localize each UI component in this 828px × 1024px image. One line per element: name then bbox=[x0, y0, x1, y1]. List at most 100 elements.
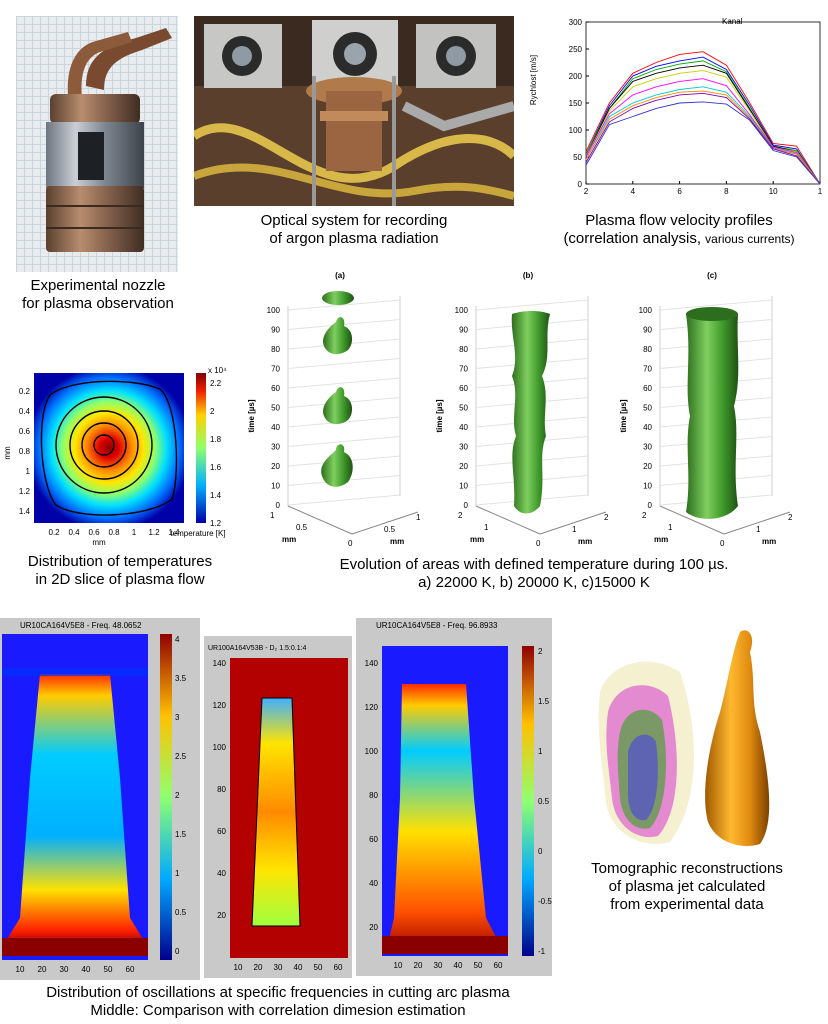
iso-axis-line bbox=[351, 511, 419, 535]
osc1-cbar-tick: 3.5 bbox=[175, 674, 187, 683]
iso-ztick: 90 bbox=[643, 326, 652, 335]
temp-ytick: 1 bbox=[26, 467, 31, 476]
temp-ylabel: mm bbox=[3, 446, 12, 460]
velocity-series-line-3 bbox=[585, 60, 821, 185]
iso-xtick: 0 bbox=[720, 539, 725, 548]
nozzle-caption: Experimental nozzle for plasma observati… bbox=[0, 277, 196, 313]
velocity-plot-frame bbox=[585, 21, 821, 185]
temperature-caption: Distribution of temperatures in 2D slice… bbox=[0, 553, 240, 589]
iso-ztick: 90 bbox=[271, 326, 280, 335]
osc3-ytick: 100 bbox=[365, 747, 379, 756]
isosurface-panels: (a) 100 90 80 70 60 50 40 30 20 10 0 time [µs] 1 0.5 0 0… bbox=[240, 266, 828, 556]
osc2-ytick: 20 bbox=[217, 911, 226, 920]
osc2-xticks: 10 20 30 40 50 60 bbox=[234, 963, 343, 972]
velocity-caption-line1: Plasma flow velocity profiles bbox=[585, 212, 773, 229]
osc2-ytick: 140 bbox=[213, 659, 227, 668]
osc1-cbar-tick: 2 bbox=[175, 791, 180, 800]
tomography-caption-line3: from experimental data bbox=[610, 896, 764, 913]
temp-cbar-ticks: 2.2 2 1.8 1.6 1.4 1.2 bbox=[210, 379, 222, 528]
iso-ztick: 70 bbox=[271, 365, 280, 374]
iso-zlabel: time [µs] bbox=[247, 399, 256, 432]
iso-ztick: 20 bbox=[459, 462, 468, 471]
iso-zlabel: time [µs] bbox=[435, 399, 444, 432]
iso-grid-line bbox=[287, 436, 401, 447]
temp-ytick: 0.2 bbox=[19, 387, 31, 396]
osc2-xtick: 10 bbox=[234, 963, 243, 972]
iso-grid-line bbox=[287, 299, 401, 311]
velocity-series-line-10 bbox=[585, 101, 821, 185]
iso-xtick: 1 bbox=[484, 523, 489, 532]
osc3-xtick: 60 bbox=[494, 961, 503, 970]
velocity-xtick: 4 bbox=[631, 187, 636, 196]
temp-xticks: 0.2 0.4 0.6 0.8 1 1.2 1.4 bbox=[48, 528, 180, 537]
iso-ztick: 60 bbox=[643, 384, 652, 393]
velocity-xtick: 1 bbox=[818, 187, 823, 196]
oscillation-caption: Distribution of oscillations at specific… bbox=[0, 984, 556, 1020]
iso-ztick: 0 bbox=[464, 501, 469, 510]
osc1-xtick: 50 bbox=[104, 965, 113, 974]
iso-xtick: 0.5 bbox=[384, 525, 396, 534]
iso-ztick: 30 bbox=[271, 443, 280, 452]
temp-ytick: 1.2 bbox=[19, 487, 31, 496]
osc2-ytick: 40 bbox=[217, 869, 226, 878]
osc1-xtick: 20 bbox=[38, 965, 47, 974]
iso-ztick: 70 bbox=[459, 365, 468, 374]
osc3-cbar-tick: 1 bbox=[538, 747, 543, 756]
iso-xlabel: mm bbox=[282, 535, 296, 544]
temp-xtick: 1.4 bbox=[168, 528, 180, 537]
oscillation-panel-1: UR10CA164V5E8 - Freq. 48.0652 4 3.5 3 2.5 2 1… bbox=[0, 618, 200, 980]
osc3-cbar-tick: -1 bbox=[538, 947, 546, 956]
osc3-xtick: 30 bbox=[434, 961, 443, 970]
velocity-xtick: 8 bbox=[724, 187, 729, 196]
velocity-series-line-4 bbox=[585, 64, 821, 185]
temp-xtick: 1.2 bbox=[148, 528, 160, 537]
iso-ztick: 50 bbox=[643, 404, 652, 413]
osc3-ytick: 20 bbox=[369, 923, 378, 932]
iso-ztick: 0 bbox=[276, 501, 281, 510]
velocity-series-line-2 bbox=[585, 56, 821, 185]
iso-ztick: 50 bbox=[271, 404, 280, 413]
iso-xtick: 1 bbox=[668, 523, 673, 532]
temp-cbar-label: temperature [K] bbox=[170, 529, 225, 538]
iso-xtick: 2 bbox=[458, 511, 463, 520]
iso-ztick: 60 bbox=[459, 384, 468, 393]
temp-ytick: 0.4 bbox=[19, 407, 31, 416]
velocity-xtick: 10 bbox=[769, 187, 778, 196]
velocity-ytick: 150 bbox=[569, 99, 583, 108]
osc1-title: UR10CA164V5E8 - Freq. 48.0652 bbox=[20, 621, 142, 630]
iso-xtick: 0.5 bbox=[296, 523, 308, 532]
nozzle-caption-line2: for plasma observation bbox=[22, 295, 174, 312]
iso-xlabel: mm bbox=[578, 537, 592, 546]
velocity-xtick: 2 bbox=[584, 187, 589, 196]
iso-ztick: 80 bbox=[459, 345, 468, 354]
velocity-ytick: 250 bbox=[569, 45, 583, 54]
osc3-xtick: 50 bbox=[474, 961, 483, 970]
temp-cbar-tick: 2.2 bbox=[210, 379, 222, 388]
iso-ztick: 40 bbox=[643, 423, 652, 432]
iso-ztick: 10 bbox=[459, 482, 468, 491]
optical-caption-line1: Optical system for recording bbox=[260, 212, 448, 229]
temp-xlabel: mm bbox=[92, 538, 106, 545]
osc2-ytick: 100 bbox=[213, 743, 227, 752]
osc3-cbar-tick: 0 bbox=[538, 847, 543, 856]
iso-grid-line bbox=[287, 358, 401, 369]
iso-xlabel: mm bbox=[390, 537, 404, 546]
osc3-cbar-tick: 1.5 bbox=[538, 697, 550, 706]
temperature-map: 0.2 0.4 0.6 0.8 1 1.2 1.4 0.2 0.4 0.6 0.8 1 1.2 1.4 … bbox=[0, 365, 240, 547]
velocity-caption-line2: (correlation analysis, various currents) bbox=[530, 230, 828, 248]
iso-ztick: 40 bbox=[459, 423, 468, 432]
temp-cbar-exp: x 10⁴ bbox=[208, 366, 227, 375]
osc1-cbar-tick: 4 bbox=[175, 635, 180, 644]
iso-xtick: 1 bbox=[270, 511, 275, 520]
osc3-colorbar-ticks: 2 1.5 1 0.5 0 -0.5 -1 bbox=[538, 647, 552, 956]
velocity-ytick: 200 bbox=[569, 72, 583, 81]
iso-axis-line bbox=[723, 511, 791, 535]
iso-panel-label: (b) bbox=[523, 271, 534, 280]
temp-ytick: 1.4 bbox=[19, 507, 31, 516]
osc2-xtick: 30 bbox=[274, 963, 283, 972]
osc3-yticks: 140 120 100 80 60 40 20 bbox=[365, 659, 379, 932]
isosurface-c-column bbox=[686, 308, 739, 519]
osc2-xtick: 60 bbox=[334, 963, 343, 972]
tomography-caption: Tomographic reconstructions of plasma je… bbox=[556, 860, 818, 914]
temp-xtick: 0.8 bbox=[108, 528, 120, 537]
